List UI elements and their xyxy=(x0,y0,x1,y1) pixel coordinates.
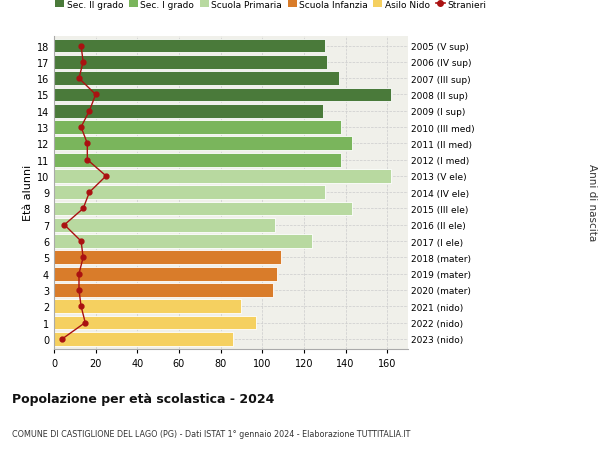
Text: COMUNE DI CASTIGLIONE DEL LAGO (PG) - Dati ISTAT 1° gennaio 2024 - Elaborazione : COMUNE DI CASTIGLIONE DEL LAGO (PG) - Da… xyxy=(12,429,410,438)
Bar xyxy=(54,316,256,330)
Bar xyxy=(54,170,391,184)
Bar xyxy=(54,39,325,53)
Bar xyxy=(54,283,272,297)
Bar xyxy=(54,105,323,118)
Y-axis label: Età alunni: Età alunni xyxy=(23,165,32,221)
Bar xyxy=(54,251,281,265)
Legend: Sec. II grado, Sec. I grado, Scuola Primaria, Scuola Infanzia, Asilo Nido, Stran: Sec. II grado, Sec. I grado, Scuola Prim… xyxy=(55,0,487,10)
Bar xyxy=(54,300,241,313)
Bar xyxy=(54,72,339,86)
Bar xyxy=(54,267,277,281)
Bar xyxy=(54,137,352,151)
Bar xyxy=(54,202,352,216)
Bar xyxy=(54,332,233,346)
Bar xyxy=(54,186,325,200)
Bar xyxy=(54,153,341,167)
Bar xyxy=(54,218,275,232)
Bar xyxy=(54,121,341,134)
Text: Popolazione per età scolastica - 2024: Popolazione per età scolastica - 2024 xyxy=(12,392,274,405)
Text: Anni di nascita: Anni di nascita xyxy=(587,163,597,241)
Bar xyxy=(54,56,327,70)
Bar xyxy=(54,235,312,248)
Bar xyxy=(54,88,391,102)
